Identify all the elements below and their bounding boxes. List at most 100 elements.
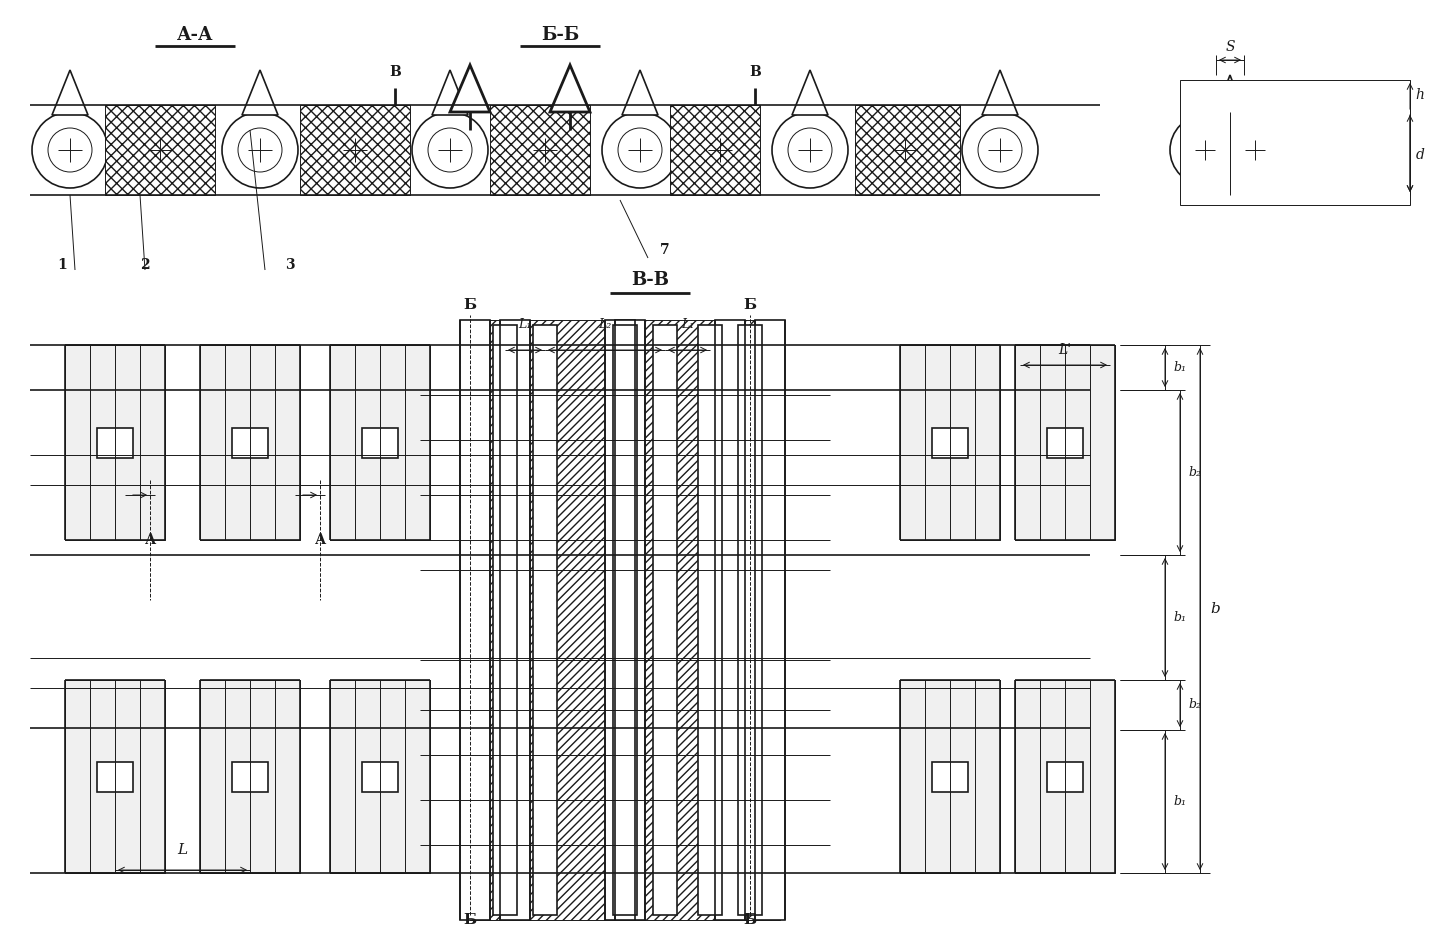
Text: h: h [1416, 88, 1424, 102]
Bar [715, 320, 745, 920]
Circle shape [49, 128, 92, 172]
Text: L₂: L₂ [598, 318, 612, 332]
Circle shape [508, 112, 583, 188]
Bar [330, 680, 430, 873]
Polygon shape [242, 70, 277, 115]
Text: S: S [1226, 40, 1234, 54]
Circle shape [1236, 130, 1276, 170]
Circle shape [412, 112, 488, 188]
Bar [899, 345, 1000, 540]
Bar [97, 428, 133, 458]
Bar [500, 320, 531, 920]
Circle shape [602, 112, 678, 188]
Circle shape [139, 128, 182, 172]
Bar [300, 105, 410, 195]
Text: 2: 2 [140, 258, 150, 272]
Polygon shape [982, 70, 1018, 115]
Circle shape [788, 128, 832, 172]
Bar [200, 345, 300, 540]
Circle shape [1170, 115, 1240, 185]
Text: Б: Б [463, 298, 476, 312]
Text: b₂: b₂ [1188, 466, 1201, 479]
Text: L': L' [1058, 343, 1071, 357]
Bar [605, 320, 635, 920]
Bar [698, 325, 722, 915]
Text: В-В: В-В [631, 271, 669, 289]
Circle shape [31, 112, 109, 188]
Circle shape [317, 112, 393, 188]
Circle shape [772, 112, 848, 188]
Polygon shape [551, 65, 591, 112]
Bar [613, 325, 636, 915]
Bar [232, 761, 267, 791]
Text: А: А [144, 533, 156, 547]
Text: b₂: b₂ [1188, 699, 1201, 711]
Circle shape [962, 112, 1038, 188]
Bar [1047, 761, 1083, 791]
Text: b₁: b₁ [1174, 611, 1187, 624]
Bar [932, 761, 968, 791]
Polygon shape [450, 65, 490, 112]
Text: 1: 1 [57, 258, 67, 272]
Bar [64, 680, 164, 873]
Text: Б: Б [744, 298, 756, 312]
Bar [1015, 680, 1115, 873]
Bar [654, 325, 676, 915]
Text: А-А: А-А [177, 26, 213, 44]
Circle shape [1185, 130, 1226, 170]
Text: L: L [177, 843, 187, 857]
Polygon shape [432, 70, 468, 115]
Bar [200, 680, 300, 873]
Bar [232, 428, 267, 458]
Circle shape [523, 128, 568, 172]
Polygon shape [622, 70, 658, 115]
Text: b₁: b₁ [1174, 361, 1187, 374]
Circle shape [237, 128, 282, 172]
Bar [615, 320, 645, 920]
Text: L₁: L₁ [518, 318, 532, 332]
Circle shape [222, 112, 297, 188]
Bar [1047, 428, 1083, 458]
Text: b₁: b₁ [1174, 795, 1187, 808]
Circle shape [867, 112, 942, 188]
Circle shape [333, 128, 378, 172]
Bar [362, 428, 398, 458]
Text: Б-Б: Б-Б [541, 26, 579, 44]
Circle shape [882, 128, 927, 172]
Bar [855, 105, 960, 195]
Circle shape [978, 128, 1022, 172]
Circle shape [428, 128, 472, 172]
Text: 7: 7 [661, 243, 669, 257]
Bar [671, 105, 759, 195]
Text: d: d [1416, 148, 1424, 162]
Bar [330, 345, 430, 540]
Text: 3: 3 [285, 258, 295, 272]
Bar [460, 320, 490, 920]
Text: L₁: L₁ [681, 318, 694, 332]
Bar [30, 85, 1100, 215]
Bar [1015, 345, 1115, 540]
Circle shape [682, 112, 758, 188]
Text: Б: Б [744, 913, 756, 927]
Bar [738, 325, 762, 915]
Bar [490, 105, 591, 195]
Bar [104, 105, 214, 195]
Bar [64, 345, 164, 540]
Polygon shape [792, 70, 828, 115]
Polygon shape [51, 70, 89, 115]
Bar [533, 325, 558, 915]
Bar [362, 761, 398, 791]
Circle shape [618, 128, 662, 172]
Text: В: В [389, 65, 400, 79]
Circle shape [698, 128, 742, 172]
Polygon shape [1216, 75, 1244, 112]
Bar [97, 761, 133, 791]
Circle shape [122, 112, 197, 188]
Bar [899, 680, 1000, 873]
Text: А: А [315, 533, 326, 547]
Bar [470, 320, 779, 920]
Bar [755, 320, 785, 920]
Circle shape [1220, 115, 1290, 185]
Text: b: b [1210, 602, 1220, 616]
Bar [1180, 80, 1410, 205]
